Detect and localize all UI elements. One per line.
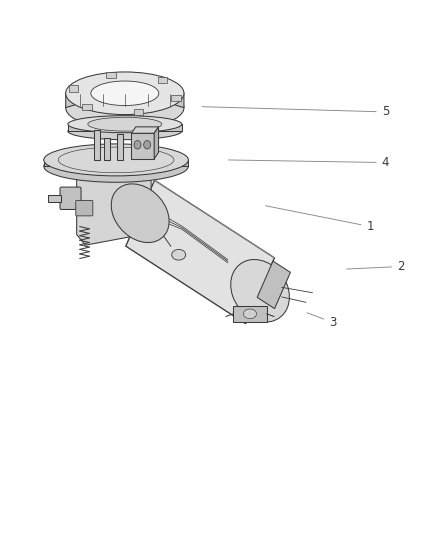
Ellipse shape <box>231 260 290 322</box>
Ellipse shape <box>91 81 159 106</box>
FancyBboxPatch shape <box>134 109 143 115</box>
FancyBboxPatch shape <box>158 77 167 83</box>
Ellipse shape <box>68 116 182 133</box>
Polygon shape <box>48 195 61 202</box>
Polygon shape <box>131 133 154 159</box>
FancyBboxPatch shape <box>171 95 181 101</box>
Polygon shape <box>44 160 188 166</box>
Ellipse shape <box>66 72 184 115</box>
Polygon shape <box>94 130 100 160</box>
Polygon shape <box>104 138 110 160</box>
FancyBboxPatch shape <box>69 85 78 92</box>
FancyBboxPatch shape <box>82 103 92 110</box>
Ellipse shape <box>68 123 182 140</box>
FancyBboxPatch shape <box>106 71 116 78</box>
Ellipse shape <box>172 249 186 260</box>
Polygon shape <box>77 161 151 245</box>
Ellipse shape <box>44 144 188 176</box>
Text: 2: 2 <box>346 260 405 273</box>
FancyBboxPatch shape <box>76 200 93 216</box>
Polygon shape <box>117 134 123 160</box>
Polygon shape <box>257 261 290 309</box>
Polygon shape <box>66 91 74 108</box>
Text: 5: 5 <box>202 106 389 118</box>
Polygon shape <box>126 180 275 324</box>
Ellipse shape <box>66 86 184 129</box>
Ellipse shape <box>111 184 169 243</box>
FancyBboxPatch shape <box>60 187 81 209</box>
Polygon shape <box>154 127 159 159</box>
Polygon shape <box>175 91 184 108</box>
Polygon shape <box>68 124 182 131</box>
Text: 3: 3 <box>307 313 336 329</box>
Polygon shape <box>233 306 267 322</box>
Ellipse shape <box>44 150 188 182</box>
Text: 4: 4 <box>228 156 389 169</box>
Text: 1: 1 <box>265 206 374 233</box>
Circle shape <box>134 141 141 149</box>
Ellipse shape <box>244 309 257 319</box>
Circle shape <box>144 141 151 149</box>
Ellipse shape <box>88 117 162 131</box>
Polygon shape <box>131 127 159 133</box>
